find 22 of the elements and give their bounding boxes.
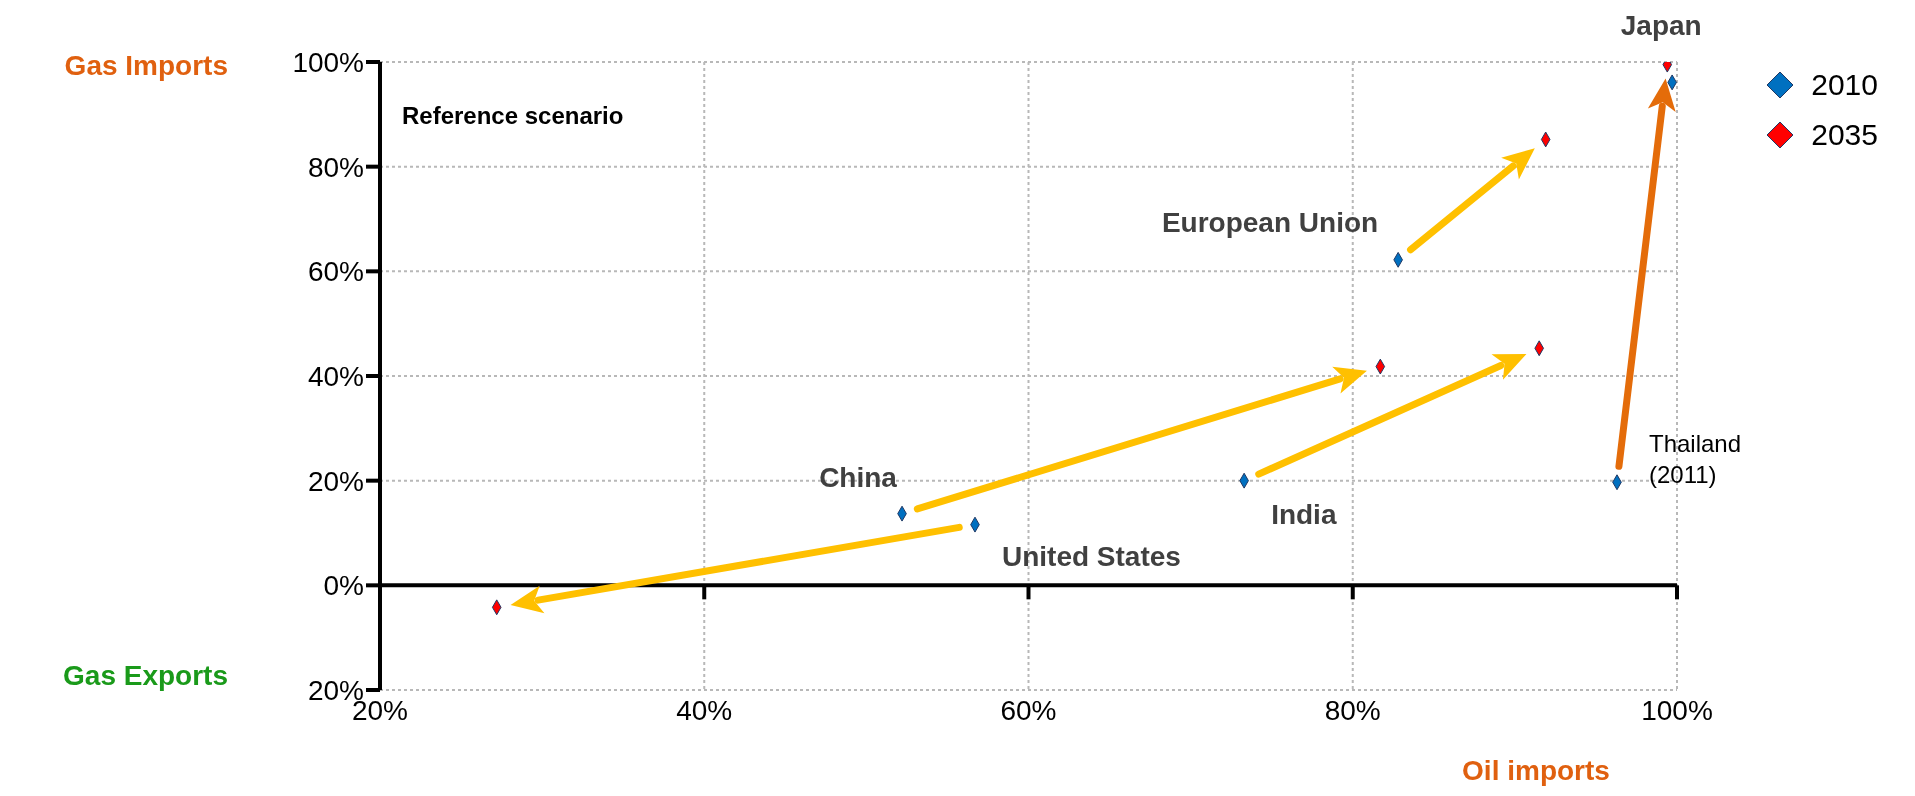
y-tick-label: 60%	[307, 256, 364, 288]
y-tick-label: 40%	[307, 360, 364, 392]
annotation: China	[819, 461, 898, 493]
legend-label: 2035	[1811, 118, 1878, 152]
annotation: Thailand (2011)	[1649, 429, 1742, 488]
annotation: United States	[1002, 540, 1181, 572]
y-tick-label: 80%	[307, 151, 364, 183]
text: Gas Exports	[63, 659, 228, 691]
y-tick-label: 0%	[323, 570, 364, 602]
annotation: India	[1271, 498, 1337, 530]
x-tick-label: 60%	[1000, 694, 1057, 726]
y-tick-label: 100%	[292, 46, 364, 78]
y-axis-title: Gas Imports	[64, 49, 228, 81]
annotation: Japan	[1620, 9, 1702, 41]
x-tick-label: 100%	[1641, 694, 1713, 726]
annotation: European Union	[1161, 206, 1379, 238]
legend-label: 2010	[1811, 68, 1878, 102]
annotation: Reference scenario	[402, 101, 624, 129]
y-tick-label: 20%	[307, 465, 364, 497]
x-axis-title: Oil imports	[1462, 754, 1610, 786]
x-tick-label: 80%	[1324, 694, 1381, 726]
x-tick-label: 40%	[676, 694, 733, 726]
